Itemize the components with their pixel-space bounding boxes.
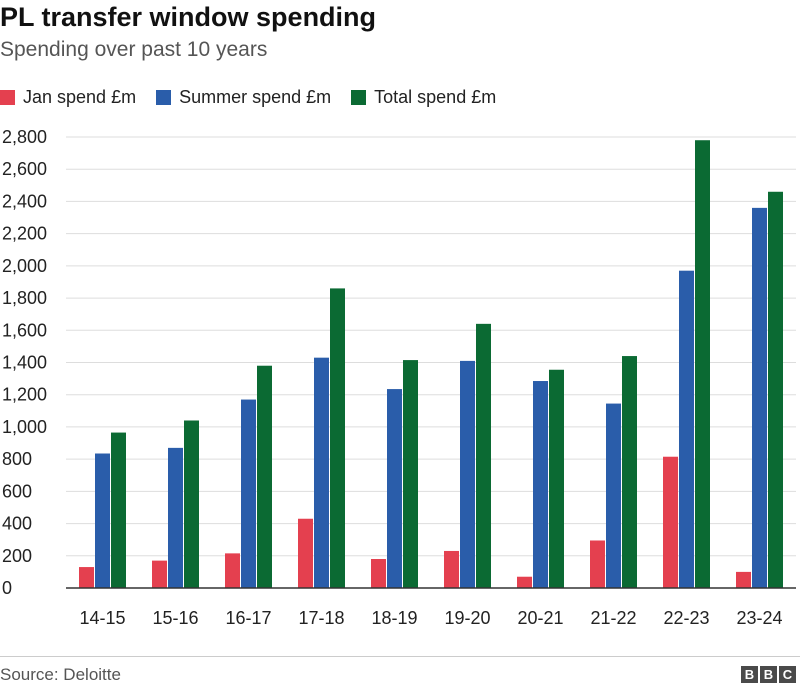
bar-chart: 0 200 400 600 800 1,000 1,200 1,400 1,600 1,800 2,… (2, 127, 796, 628)
legend-swatch-jan (0, 89, 15, 105)
bar-total-spend (330, 288, 345, 588)
x-tick-label: 16-17 (225, 608, 271, 628)
x-tick-label: 21-22 (590, 608, 636, 628)
chart-title: PL transfer window spending (0, 2, 377, 32)
x-tick-label: 18-19 (371, 608, 417, 628)
legend-swatch-total (351, 89, 367, 105)
source-note: Source: Deloitte (0, 665, 121, 684)
y-tick-label: 2,200 (2, 224, 47, 244)
bar-total-spend (622, 356, 637, 588)
bar-total-spend (184, 420, 199, 588)
y-tick-label: 200 (2, 546, 32, 566)
y-tick-label: 2,800 (2, 127, 47, 147)
legend-swatch-summer (156, 89, 172, 105)
x-tick-label: 15-16 (152, 608, 198, 628)
x-tick-label: 14-15 (79, 608, 125, 628)
legend-label-jan: Jan spend £m (23, 86, 137, 107)
x-tick-label: 17-18 (298, 608, 344, 628)
bar-total-spend (549, 369, 564, 588)
legend-item-jan: Jan spend £m (0, 87, 136, 108)
legend-item-total: Total spend £m (351, 87, 496, 108)
y-tick-label: 1,400 (2, 353, 47, 373)
bar-summer-spend (606, 403, 621, 588)
bbc-logo-letter: B (760, 666, 777, 683)
bar-summer-spend (241, 399, 256, 588)
bbc-logo-letter: B (741, 666, 758, 683)
bar-jan-spend (298, 518, 313, 588)
y-tick-label: 2,400 (2, 191, 47, 211)
y-tick-label: 1,000 (2, 417, 47, 437)
bar-summer-spend (679, 270, 694, 588)
y-tick-label: 0 (2, 578, 12, 598)
y-tick-label: 1,600 (2, 320, 47, 340)
bar-summer-spend (752, 207, 767, 588)
bar-total-spend (768, 191, 783, 588)
x-tick-label: 22-23 (663, 608, 709, 628)
y-tick-label: 400 (2, 514, 32, 534)
bbc-logo: B B C (739, 666, 796, 683)
bar-summer-spend (533, 381, 548, 588)
bar-jan-spend (152, 560, 167, 588)
bar-jan-spend (225, 553, 240, 588)
legend: Jan spend £m Summer spend £m Total spend… (0, 86, 516, 108)
y-tick-label: 800 (2, 449, 32, 469)
bar-jan-spend (590, 540, 605, 588)
y-tick-label: 1,200 (2, 385, 47, 405)
y-tick-label: 1,800 (2, 288, 47, 308)
legend-label-total: Total spend £m (374, 86, 497, 107)
y-tick-label: 2,000 (2, 256, 47, 276)
bar-jan-spend (736, 571, 751, 588)
bar-summer-spend (95, 453, 110, 588)
bar-total-spend (111, 432, 126, 588)
x-tick-label: 19-20 (444, 608, 490, 628)
bar-summer-spend (460, 360, 475, 588)
x-tick-label: 23-24 (736, 608, 782, 628)
bbc-logo-letter: C (779, 666, 796, 683)
bar-jan-spend (444, 550, 459, 588)
legend-label-summer: Summer spend £m (179, 86, 332, 107)
footer-divider (0, 656, 800, 657)
bar-total-spend (257, 365, 272, 588)
bar-jan-spend (79, 567, 94, 588)
bar-jan-spend (371, 559, 386, 588)
chart-subtitle: Spending over past 10 years (0, 38, 268, 61)
bar-total-spend (403, 360, 418, 588)
bar-summer-spend (387, 389, 402, 588)
y-tick-label: 600 (2, 481, 32, 501)
bar-jan-spend (517, 576, 532, 588)
bar-jan-spend (663, 456, 678, 588)
x-tick-label: 20-21 (517, 608, 563, 628)
bar-total-spend (695, 140, 710, 588)
bar-summer-spend (314, 357, 329, 588)
bar-total-spend (476, 323, 491, 588)
legend-item-summer: Summer spend £m (156, 87, 331, 108)
bar-summer-spend (168, 447, 183, 588)
y-tick-label: 2,600 (2, 159, 47, 179)
